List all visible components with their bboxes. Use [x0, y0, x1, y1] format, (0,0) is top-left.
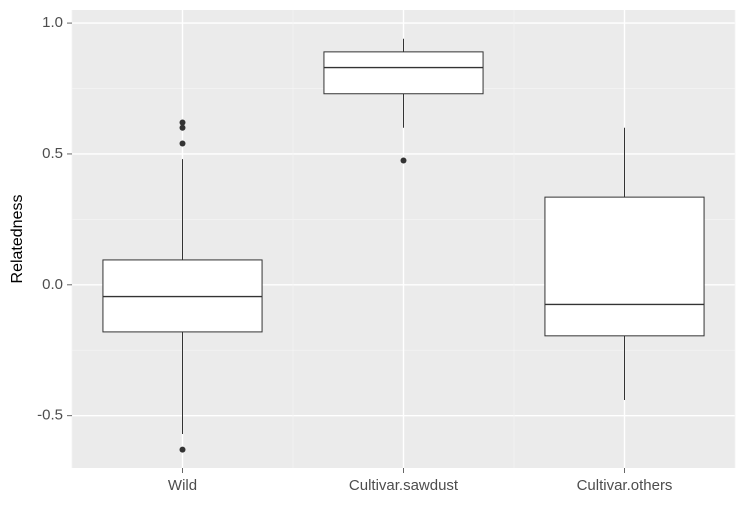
x-tick-label: Cultivar.sawdust — [349, 477, 459, 494]
y-tick-label: 0.0 — [42, 276, 63, 293]
chart-svg: -0.5 0.0 0.5 1.0 Wild Cultivar.sawdust Cultiva… — [0, 0, 747, 508]
y-tick-label: 1.0 — [42, 14, 63, 31]
y-tick-label: 0.5 — [42, 145, 63, 162]
x-tick-label: Cultivar.others — [577, 477, 673, 494]
relatedness-boxplot: -0.5 0.0 0.5 1.0 Wild Cultivar.sawdust Cultiva… — [0, 0, 747, 508]
x-tick-label: Wild — [168, 477, 197, 494]
y-axis-title: Relatedness — [9, 195, 26, 284]
y-tick-label: -0.5 — [37, 407, 63, 424]
